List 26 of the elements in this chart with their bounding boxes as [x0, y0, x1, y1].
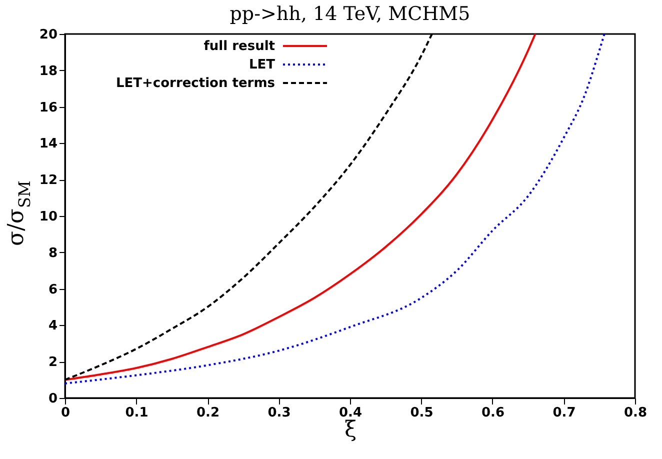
y-tick-label: 10 — [39, 210, 58, 224]
x-tick-label: 0.8 — [624, 406, 648, 420]
x-tick-label: 0.3 — [268, 406, 291, 420]
y-tick-label: 16 — [39, 100, 58, 116]
y-tick-label: 8 — [48, 246, 58, 261]
y-tick-label: 0 — [48, 392, 58, 406]
x-axis-title: ξ — [344, 418, 357, 442]
y-tick-label: 2 — [48, 355, 58, 370]
y-tick-label: 4 — [48, 318, 58, 334]
legend-label: LET+correction terms — [116, 76, 276, 91]
x-tick-label: 0.2 — [196, 406, 220, 420]
y-axis-title: σ/σSM — [4, 180, 34, 246]
x-tick-label: 0.5 — [410, 406, 434, 420]
legend-label: LET — [248, 58, 276, 72]
y-tick-label: 14 — [39, 136, 58, 152]
y-tick-label: 6 — [48, 282, 58, 298]
y-tick-label: 12 — [39, 173, 58, 188]
x-tick-label: 0 — [60, 406, 70, 420]
y-tick-label: 18 — [39, 64, 58, 79]
x-tick-label: 0.7 — [552, 406, 576, 420]
x-tick-label: 0.6 — [481, 406, 505, 420]
x-tick-label: 0.4 — [338, 406, 362, 420]
legend-label: full result — [204, 39, 275, 54]
chart-title: pp->hh, 14 TeV, MCHM5 — [230, 3, 470, 25]
x-tick-label: 0.1 — [125, 406, 148, 420]
y-tick-label: 20 — [39, 28, 58, 42]
